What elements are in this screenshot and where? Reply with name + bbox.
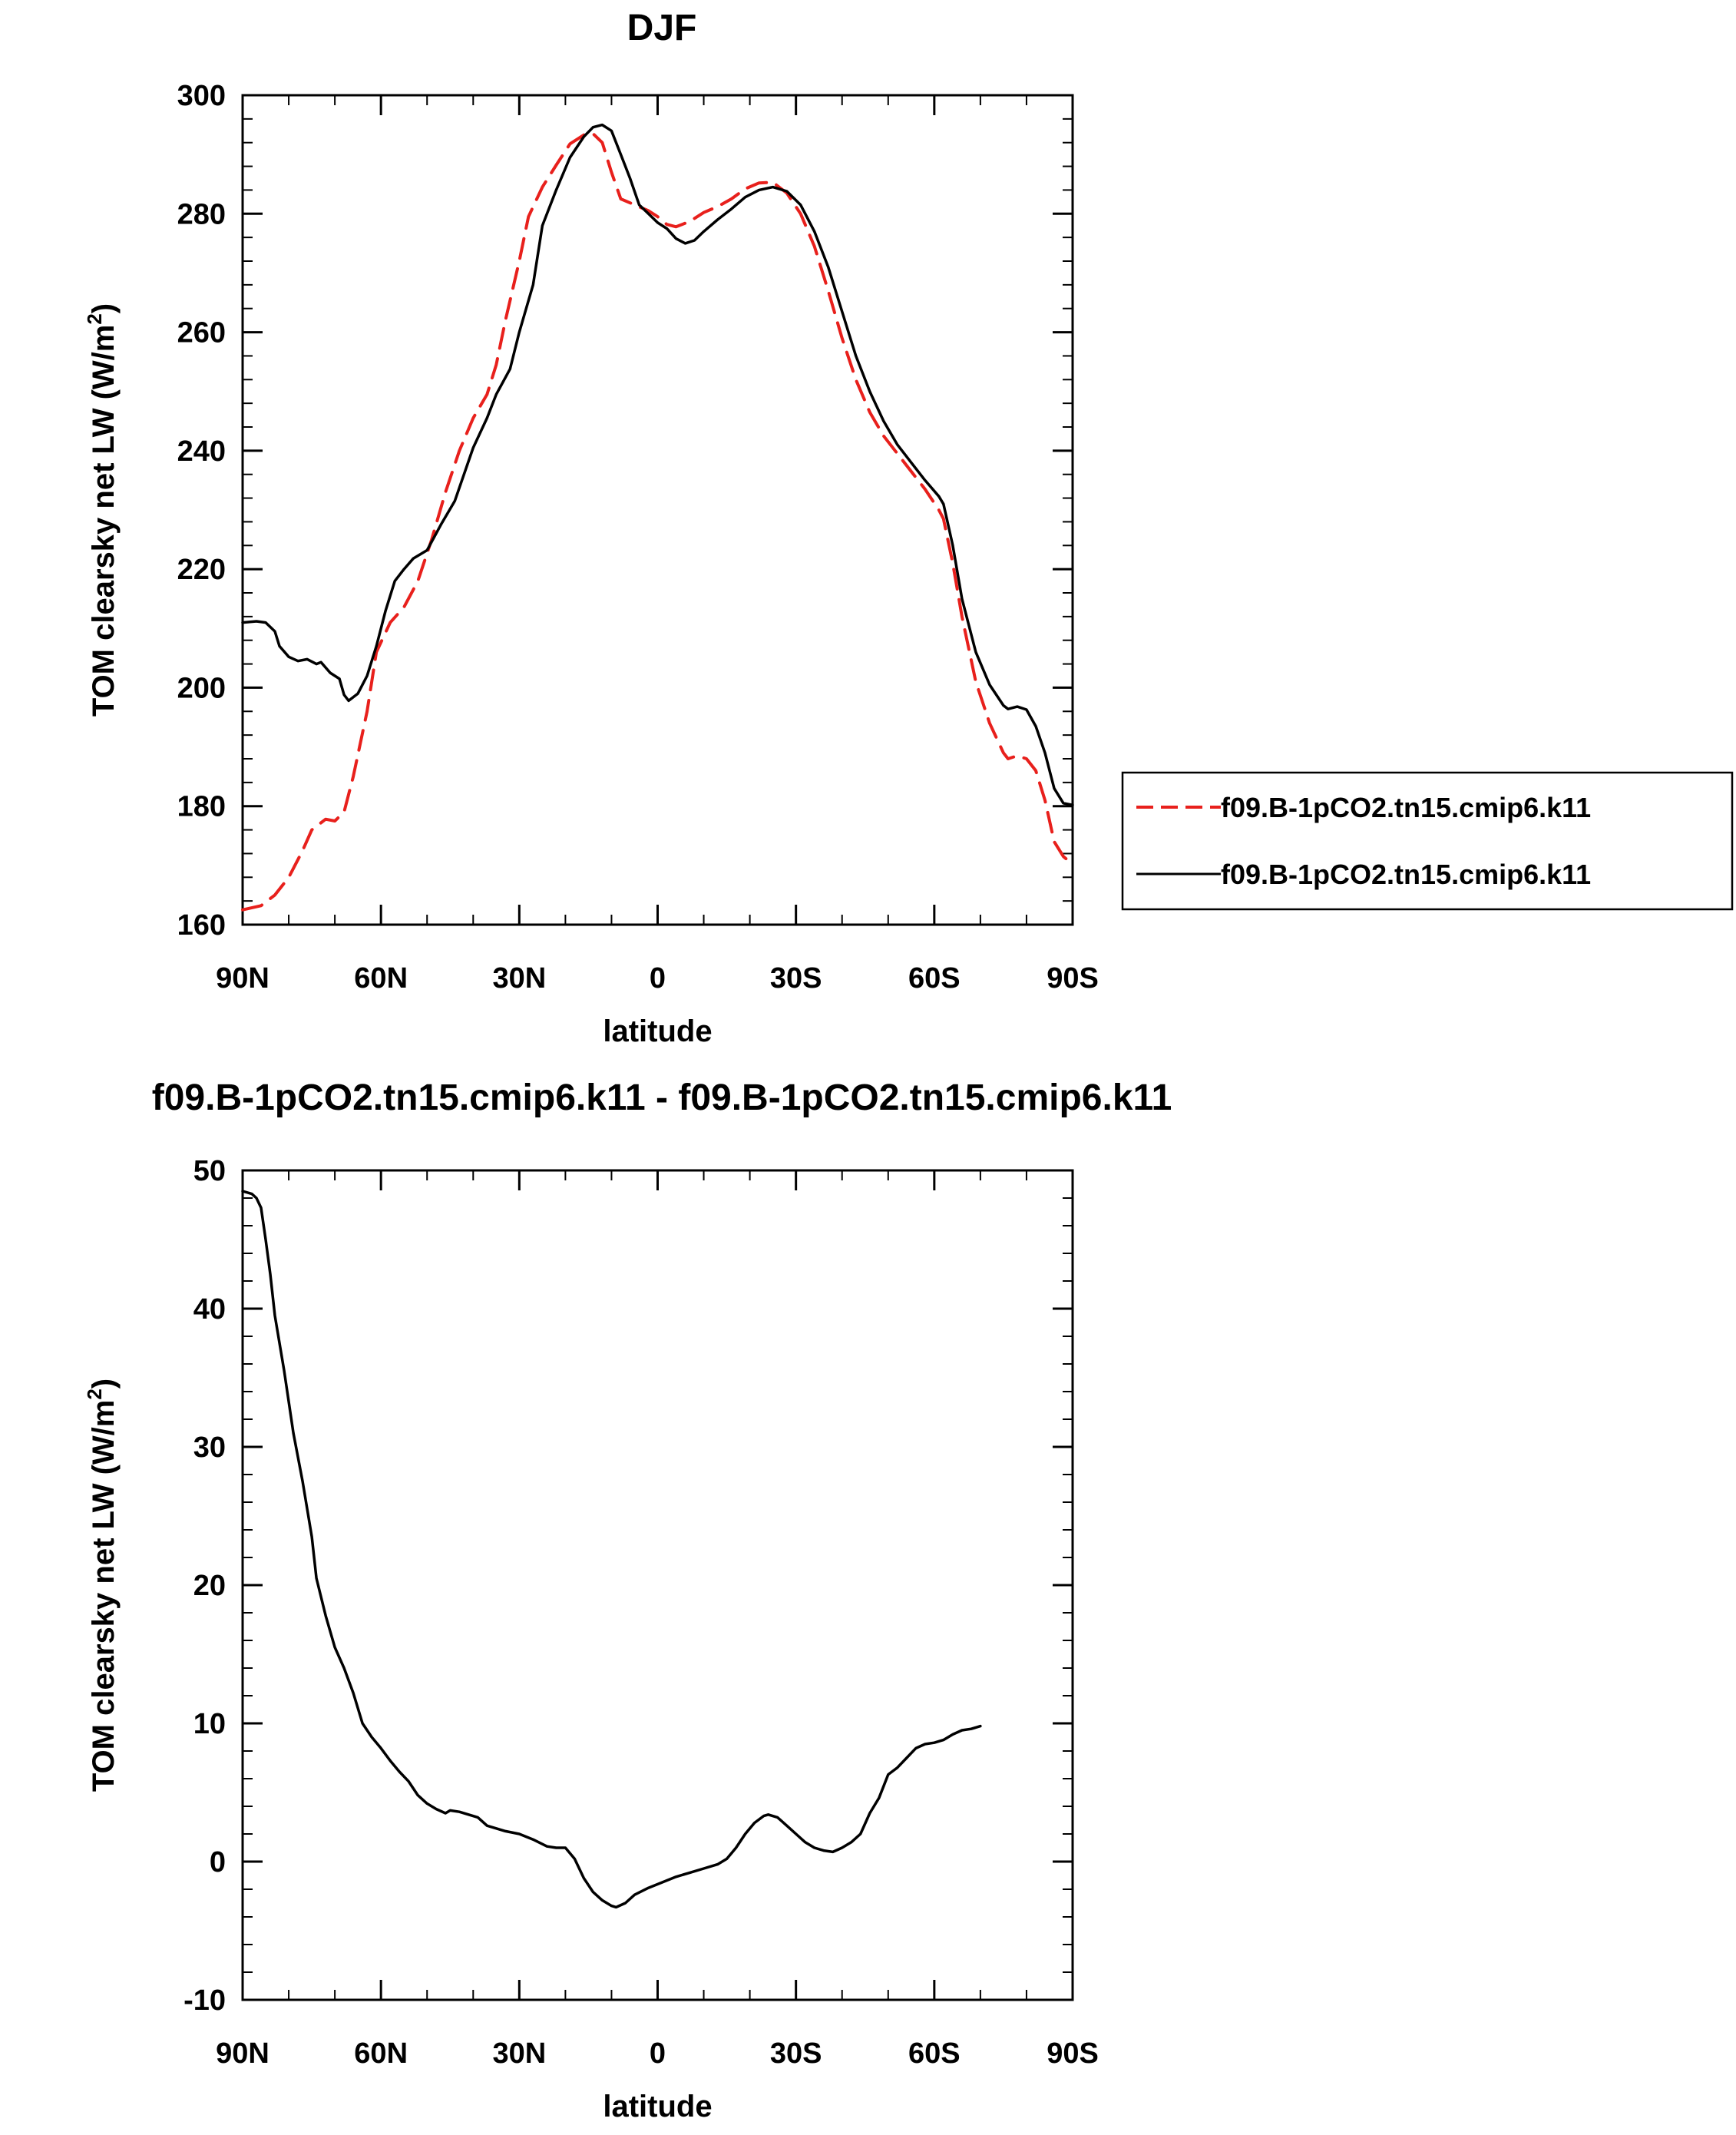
legend-entry-label: f09.B-1pCO2.tn15.cmip6.k11 (1221, 859, 1591, 890)
y-axis-title: TOM clearsky net LW (W/m2) (83, 303, 121, 717)
x-tick-label: 0 (650, 962, 666, 995)
chart-title: DJF (627, 8, 697, 48)
y-tick-label: 10 (193, 1708, 226, 1740)
y-tick-label: 160 (177, 909, 226, 942)
x-tick-label: 30N (492, 962, 546, 995)
y-tick-label: 0 (210, 1846, 226, 1878)
x-tick-label: 30N (492, 2037, 546, 2070)
y-tick-label: 30 (193, 1432, 226, 1464)
y-tick-label: 20 (193, 1570, 226, 1602)
y-tick-label: 50 (193, 1155, 226, 1187)
plot-frame (241, 94, 1074, 926)
x-tick-label: 90N (216, 2037, 269, 2070)
x-tick-label: 60N (354, 2037, 408, 2070)
x-tick-label: 90S (1047, 962, 1099, 995)
series-line-solid (241, 123, 1074, 806)
x-tick-label: 90N (216, 962, 269, 995)
x-axis-title: latitude (603, 1015, 712, 1048)
legend: f09.B-1pCO2.tn15.cmip6.k11 f09.B-1pCO2.tn… (1121, 771, 1734, 911)
y-tick-label: 300 (177, 80, 226, 112)
difference-chart-title: f09.B-1pCO2.tn15.cmip6.k11 - f09.B-1pCO2… (152, 1077, 1172, 1118)
legend-entry-label: f09.B-1pCO2.tn15.cmip6.k11 (1221, 792, 1591, 823)
x-tick-label: 30S (770, 2037, 822, 2070)
series-line-solid (241, 1190, 982, 1909)
y-tick-label: 180 (177, 791, 226, 823)
x-tick-label: 30S (770, 962, 822, 995)
x-tick-label: 60S (908, 2037, 961, 2070)
y-tick-label: 200 (177, 672, 226, 704)
y-tick-label: 40 (193, 1293, 226, 1326)
top-panel: 160 180 200 220 240 260 280 300 90N 60N 30N 0 30S 60S… (83, 80, 1099, 1048)
x-tick-label: 90S (1047, 2037, 1099, 2070)
y-tick-label: -10 (184, 1984, 226, 2017)
x-tick-label: 60N (354, 962, 408, 995)
legend-box (1121, 771, 1734, 911)
y-tick-label: 280 (177, 198, 226, 230)
y-tick-label: 240 (177, 435, 226, 468)
x-axis-title: latitude (603, 2090, 712, 2123)
x-tick-label: 60S (908, 962, 961, 995)
y-axis-title: TOM clearsky net LW (W/m2) (83, 1379, 121, 1792)
y-tick-label: 220 (177, 554, 226, 586)
x-tick-label: 0 (650, 2037, 666, 2070)
bottom-panel: -10 0 10 20 30 40 50 90N 60N 30N 0 30S 60S 90S latitud… (83, 1155, 1099, 2123)
y-tick-label: 260 (177, 317, 226, 349)
plot-frame (241, 1169, 1074, 2001)
series-line-dashed (241, 132, 1074, 912)
